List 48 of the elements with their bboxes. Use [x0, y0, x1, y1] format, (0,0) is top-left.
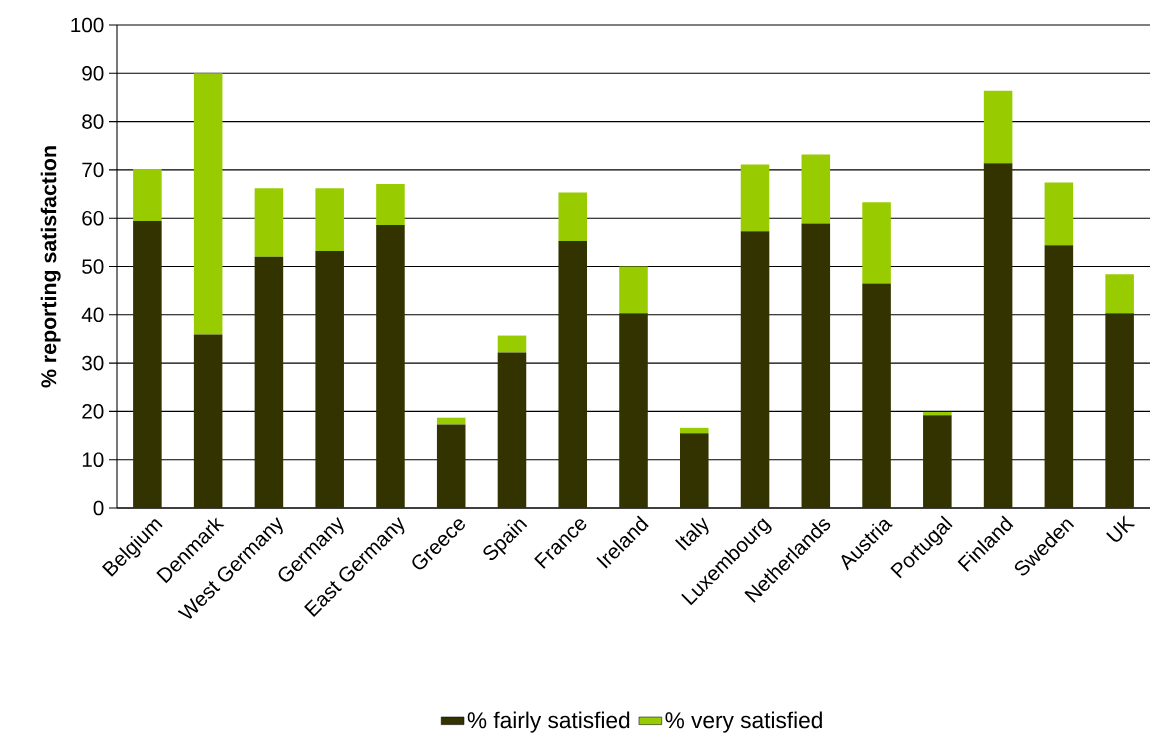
y-axis-title: % reporting satisfaction	[40, 146, 61, 388]
bar	[740, 231, 770, 508]
bar	[254, 256, 284, 508]
bar	[254, 188, 284, 257]
bar	[193, 73, 223, 335]
bar	[923, 415, 952, 508]
y-tick-label: 80	[82, 114, 104, 129]
y-tick-label: 20	[82, 404, 104, 419]
bar	[619, 266, 648, 314]
legend-label: % very satisfied	[665, 711, 822, 733]
bar	[801, 154, 831, 224]
bar	[801, 223, 831, 508]
bar	[1105, 274, 1134, 314]
y-tick-label: 70	[82, 162, 104, 178]
bar	[679, 427, 709, 434]
bar	[923, 411, 952, 416]
x-tick-label: UK	[1106, 515, 1136, 542]
bar	[558, 240, 588, 508]
bar	[376, 224, 405, 508]
y-tick-label: 100	[71, 17, 104, 33]
y-tick-label: 0	[93, 500, 104, 516]
y-tick-label: 60	[82, 210, 104, 226]
bar	[315, 251, 344, 508]
bar	[1044, 182, 1074, 246]
y-tick-label: 50	[82, 259, 104, 274]
y-tick-label: 10	[82, 452, 104, 468]
bar	[862, 283, 891, 508]
y-tick-label: 30	[82, 355, 104, 371]
y-tick-label: 90	[82, 65, 104, 81]
bar	[315, 188, 344, 252]
bar	[1105, 313, 1134, 508]
bar	[862, 202, 891, 284]
bar	[436, 424, 466, 508]
bar	[133, 168, 162, 222]
bar	[558, 192, 588, 241]
bar	[193, 334, 223, 508]
y-tick-label: 40	[81, 307, 104, 323]
bar	[133, 221, 162, 508]
bar	[679, 433, 709, 508]
bar	[740, 164, 770, 232]
bar	[497, 352, 527, 508]
bar	[497, 335, 527, 353]
bar	[376, 183, 405, 225]
bar	[983, 163, 1013, 508]
bar	[1044, 245, 1074, 508]
bar	[983, 90, 1013, 164]
legend-label: % fairly satisfied	[467, 711, 630, 733]
bar	[619, 313, 648, 508]
